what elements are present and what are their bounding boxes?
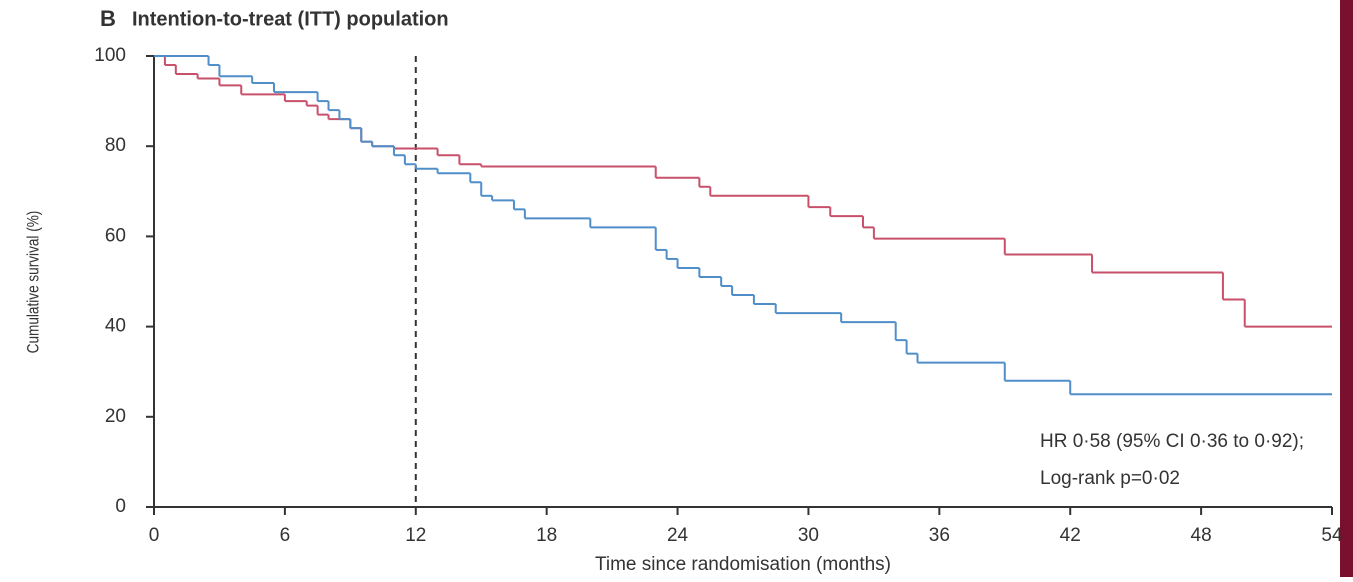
x-tick-label: 54 — [1321, 525, 1343, 546]
x-tick-label: 48 — [1191, 525, 1212, 546]
y-tick-label: 40 — [105, 316, 126, 337]
x-tick-label: 24 — [667, 525, 689, 546]
x-tick-label: 42 — [1060, 525, 1081, 546]
annotation: HR 0·58 (95% CI 0·36 to 0·92); — [1040, 431, 1304, 452]
panel-label: B — [100, 6, 116, 31]
y-tick-label: 100 — [94, 45, 126, 66]
x-tick-label: 30 — [798, 525, 819, 546]
chart-title: Intention-to-treat (ITT) population — [132, 8, 449, 30]
x-axis-label: Time since randomisation (months) — [595, 554, 891, 575]
x-tick-label: 0 — [149, 525, 160, 546]
y-tick-label: 80 — [105, 135, 126, 156]
x-tick-label: 36 — [929, 525, 950, 546]
x-tick-label: 18 — [536, 525, 557, 546]
annotation: Log-rank p=0·02 — [1040, 468, 1180, 489]
x-tick-label: 6 — [280, 525, 291, 546]
edge-strip — [1340, 0, 1353, 577]
y-tick-label: 20 — [105, 406, 126, 427]
y-axis-label: Cumulative survival (%) — [24, 211, 43, 354]
y-tick-label: 60 — [105, 225, 126, 246]
y-tick-label: 0 — [115, 496, 126, 517]
x-tick-label: 12 — [405, 525, 426, 546]
